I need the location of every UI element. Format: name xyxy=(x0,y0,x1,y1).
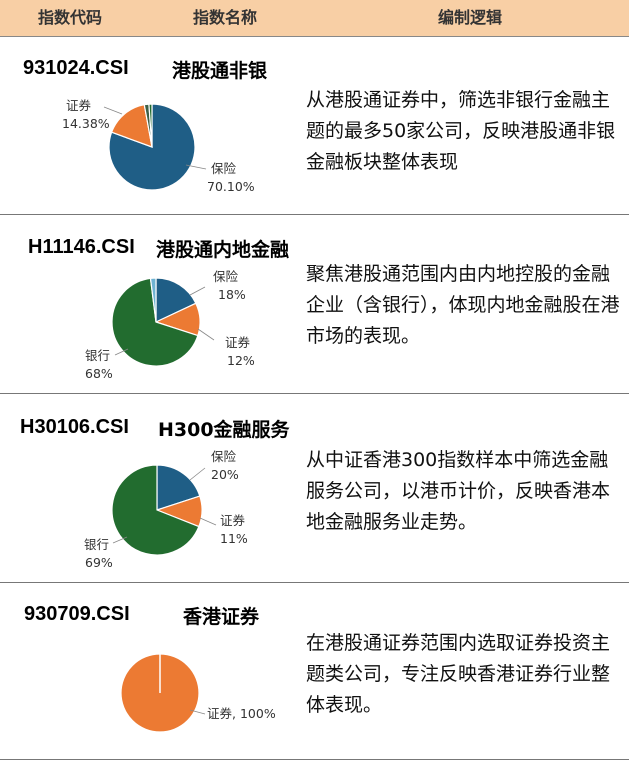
index-logic: 从港股通证券中，筛选非银行金融主题的最多50家公司，反映港股通非银金融板块整体表… xyxy=(306,89,616,173)
index-code: H30106.CSI xyxy=(20,416,129,438)
slice-label-bank-name: 银行 xyxy=(84,537,109,552)
index-name: 港股通非银 xyxy=(172,60,268,82)
slice-label-insurance-value: 70.10% xyxy=(207,179,255,194)
slice-label-securities-value: 11% xyxy=(220,531,248,546)
pie-chart-2: 保险 18% 证券 12% 银行 68% xyxy=(85,269,255,381)
index-code: 931024.CSI xyxy=(23,57,129,79)
table-row: H11146.CSI 港股通内地金融 保险 18% 证券 12% 银行 68% … xyxy=(0,215,629,394)
index-name: 香港证券 xyxy=(183,606,260,628)
index-logic: 从中证香港300指数样本中筛选金融服务公司，以港币计价，反映香港本地金融服务业走… xyxy=(306,449,611,533)
index-logic: 在港股通证券范围内选取证券投资主题类公司，专注反映香港证券行业整体表现。 xyxy=(306,632,611,716)
pie-chart-3: 保险 20% 证券 11% 银行 69% xyxy=(84,449,248,570)
slice-label-securities: 证券, 100% xyxy=(207,706,276,721)
slice-label-securities-value: 12% xyxy=(227,353,255,368)
table-header: 指数代码 指数名称 编制逻辑 xyxy=(0,0,629,37)
index-logic: 聚焦港股通范围内由内地控股的金融企业（含银行），体现内地金融股在港市场的表现。 xyxy=(306,263,620,347)
pie-slice xyxy=(111,277,199,367)
index-name: H300金融服务 xyxy=(158,419,290,441)
slice-label-securities-name: 证券 xyxy=(220,513,246,528)
pie-slice xyxy=(148,103,153,148)
slice-label-securities-name: 证券 xyxy=(225,335,251,350)
header-name: 指数名称 xyxy=(192,8,257,27)
pie-chart-1: 证券 14.38% 保险 70.10% xyxy=(62,98,255,194)
table-row: H30106.CSI H300金融服务 保险 20% 证券 11% 银行 69%… xyxy=(0,394,629,583)
table-row: 930709.CSI 香港证券 证券, 100% 在港股通证券范围内选取证券投资… xyxy=(0,583,629,760)
slice-label-insurance-name: 保险 xyxy=(211,449,237,464)
slice-label-insurance-name: 保险 xyxy=(213,269,239,284)
slice-label-securities-name: 证券 xyxy=(66,98,92,113)
slice-label-insurance-value: 18% xyxy=(218,287,246,302)
slice-label-bank-name: 银行 xyxy=(85,348,110,363)
table-row: 931024.CSI 港股通非银 证券 14.38% 保险 70.10% 从港股… xyxy=(0,37,629,215)
slice-label-insurance-name: 保险 xyxy=(211,161,237,176)
slice-label-bank-value: 69% xyxy=(85,555,113,570)
pie-slice xyxy=(111,464,200,556)
pie-slice xyxy=(156,464,201,511)
pie-slice xyxy=(155,277,197,323)
slice-label-insurance-value: 20% xyxy=(211,467,239,482)
index-name: 港股通内地金融 xyxy=(156,239,290,261)
pie-slice xyxy=(149,277,157,323)
slice-label-securities-value: 14.38% xyxy=(62,116,110,131)
pie-slice xyxy=(110,104,153,148)
header-code: 指数代码 xyxy=(37,8,102,27)
header-logic: 编制逻辑 xyxy=(437,8,502,27)
pie-chart-4: 证券, 100% xyxy=(120,653,276,733)
slice-label-bank-value: 68% xyxy=(85,366,113,381)
index-code: H11146.CSI xyxy=(28,236,135,258)
index-code: 930709.CSI xyxy=(24,603,130,625)
